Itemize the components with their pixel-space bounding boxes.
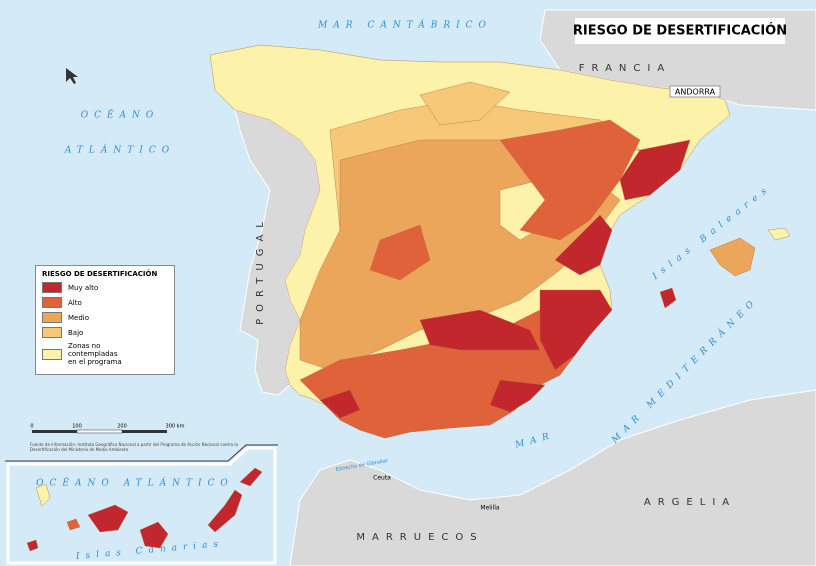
scale-label: 100 (72, 424, 82, 430)
risk-zone (554, 214, 613, 276)
risk-zone (767, 227, 791, 241)
title-box (575, 18, 785, 44)
risk-zone (619, 139, 691, 201)
island (207, 489, 243, 533)
legend-swatch (42, 327, 62, 338)
sea-label: OCÉANO ATLÁNTICO (36, 477, 234, 489)
legend-label: Bajo (68, 328, 84, 337)
country-label: MARRUECOS (356, 532, 483, 543)
risk-zone (709, 237, 756, 277)
risk-zone (369, 224, 431, 281)
risk-zone (659, 287, 677, 309)
island (87, 504, 129, 533)
cursor (66, 68, 78, 84)
scale-bar (32, 429, 167, 434)
legend-label: Zonas no contempladas en el programa (68, 342, 122, 366)
source-note: Fuente de información: Instituto Geográf… (30, 442, 238, 452)
island (26, 539, 39, 552)
africa (289, 389, 816, 566)
island (139, 521, 169, 549)
sea-label: ATLÁNTICO (64, 144, 175, 156)
sea-label: MAR CANTÁBRICO (317, 19, 492, 31)
legend-swatch (42, 348, 62, 360)
island (239, 467, 263, 487)
legend-item: Muy alto (42, 282, 168, 293)
inset (5, 444, 278, 565)
country-label: FRANCIA (579, 63, 671, 74)
legend-label: Alto (68, 298, 82, 307)
legend-item: Alto (42, 297, 168, 308)
legend-items: Muy alto Alto Medio Bajo Zonas no contemplad… (42, 282, 168, 366)
legend-swatch (42, 282, 62, 293)
risk-zone (539, 289, 613, 371)
country-label: ANDORRA (675, 88, 716, 97)
city-label: Melilla (480, 505, 500, 512)
legend-swatch (42, 312, 62, 323)
legend: RIESGO DE DESERTIFICACIÓN Muy alto Alto Me… (35, 265, 175, 375)
map-title: RIESGO DE DESERTIFICACIÓN (573, 23, 787, 39)
scale-label: 300 km (166, 424, 185, 430)
legend-item: Medio (42, 312, 168, 323)
risk-zone (419, 309, 541, 351)
legend-item: Zonas no contempladas en el programa (42, 342, 168, 366)
city-label: Ceuta (373, 475, 391, 482)
island (66, 518, 81, 531)
country-label: PORTUGAL (255, 215, 266, 325)
island (35, 483, 51, 507)
scale-label: 200 (117, 424, 127, 430)
andorra-box (669, 85, 721, 98)
risk-zone (489, 379, 546, 413)
legend-item: Bajo (42, 327, 168, 338)
scale-label: 0 (30, 424, 33, 430)
risk-zone (419, 81, 511, 126)
sea-label: OCÉANO (81, 109, 160, 121)
country-label: ARGELIA (644, 497, 736, 508)
legend-label: Muy alto (68, 283, 99, 292)
risk-zone (319, 389, 361, 419)
risk-zone (499, 119, 641, 241)
legend-title: RIESGO DE DESERTIFICACIÓN (42, 270, 158, 278)
legend-label: Medio (68, 313, 90, 322)
legend-swatch (42, 297, 62, 308)
